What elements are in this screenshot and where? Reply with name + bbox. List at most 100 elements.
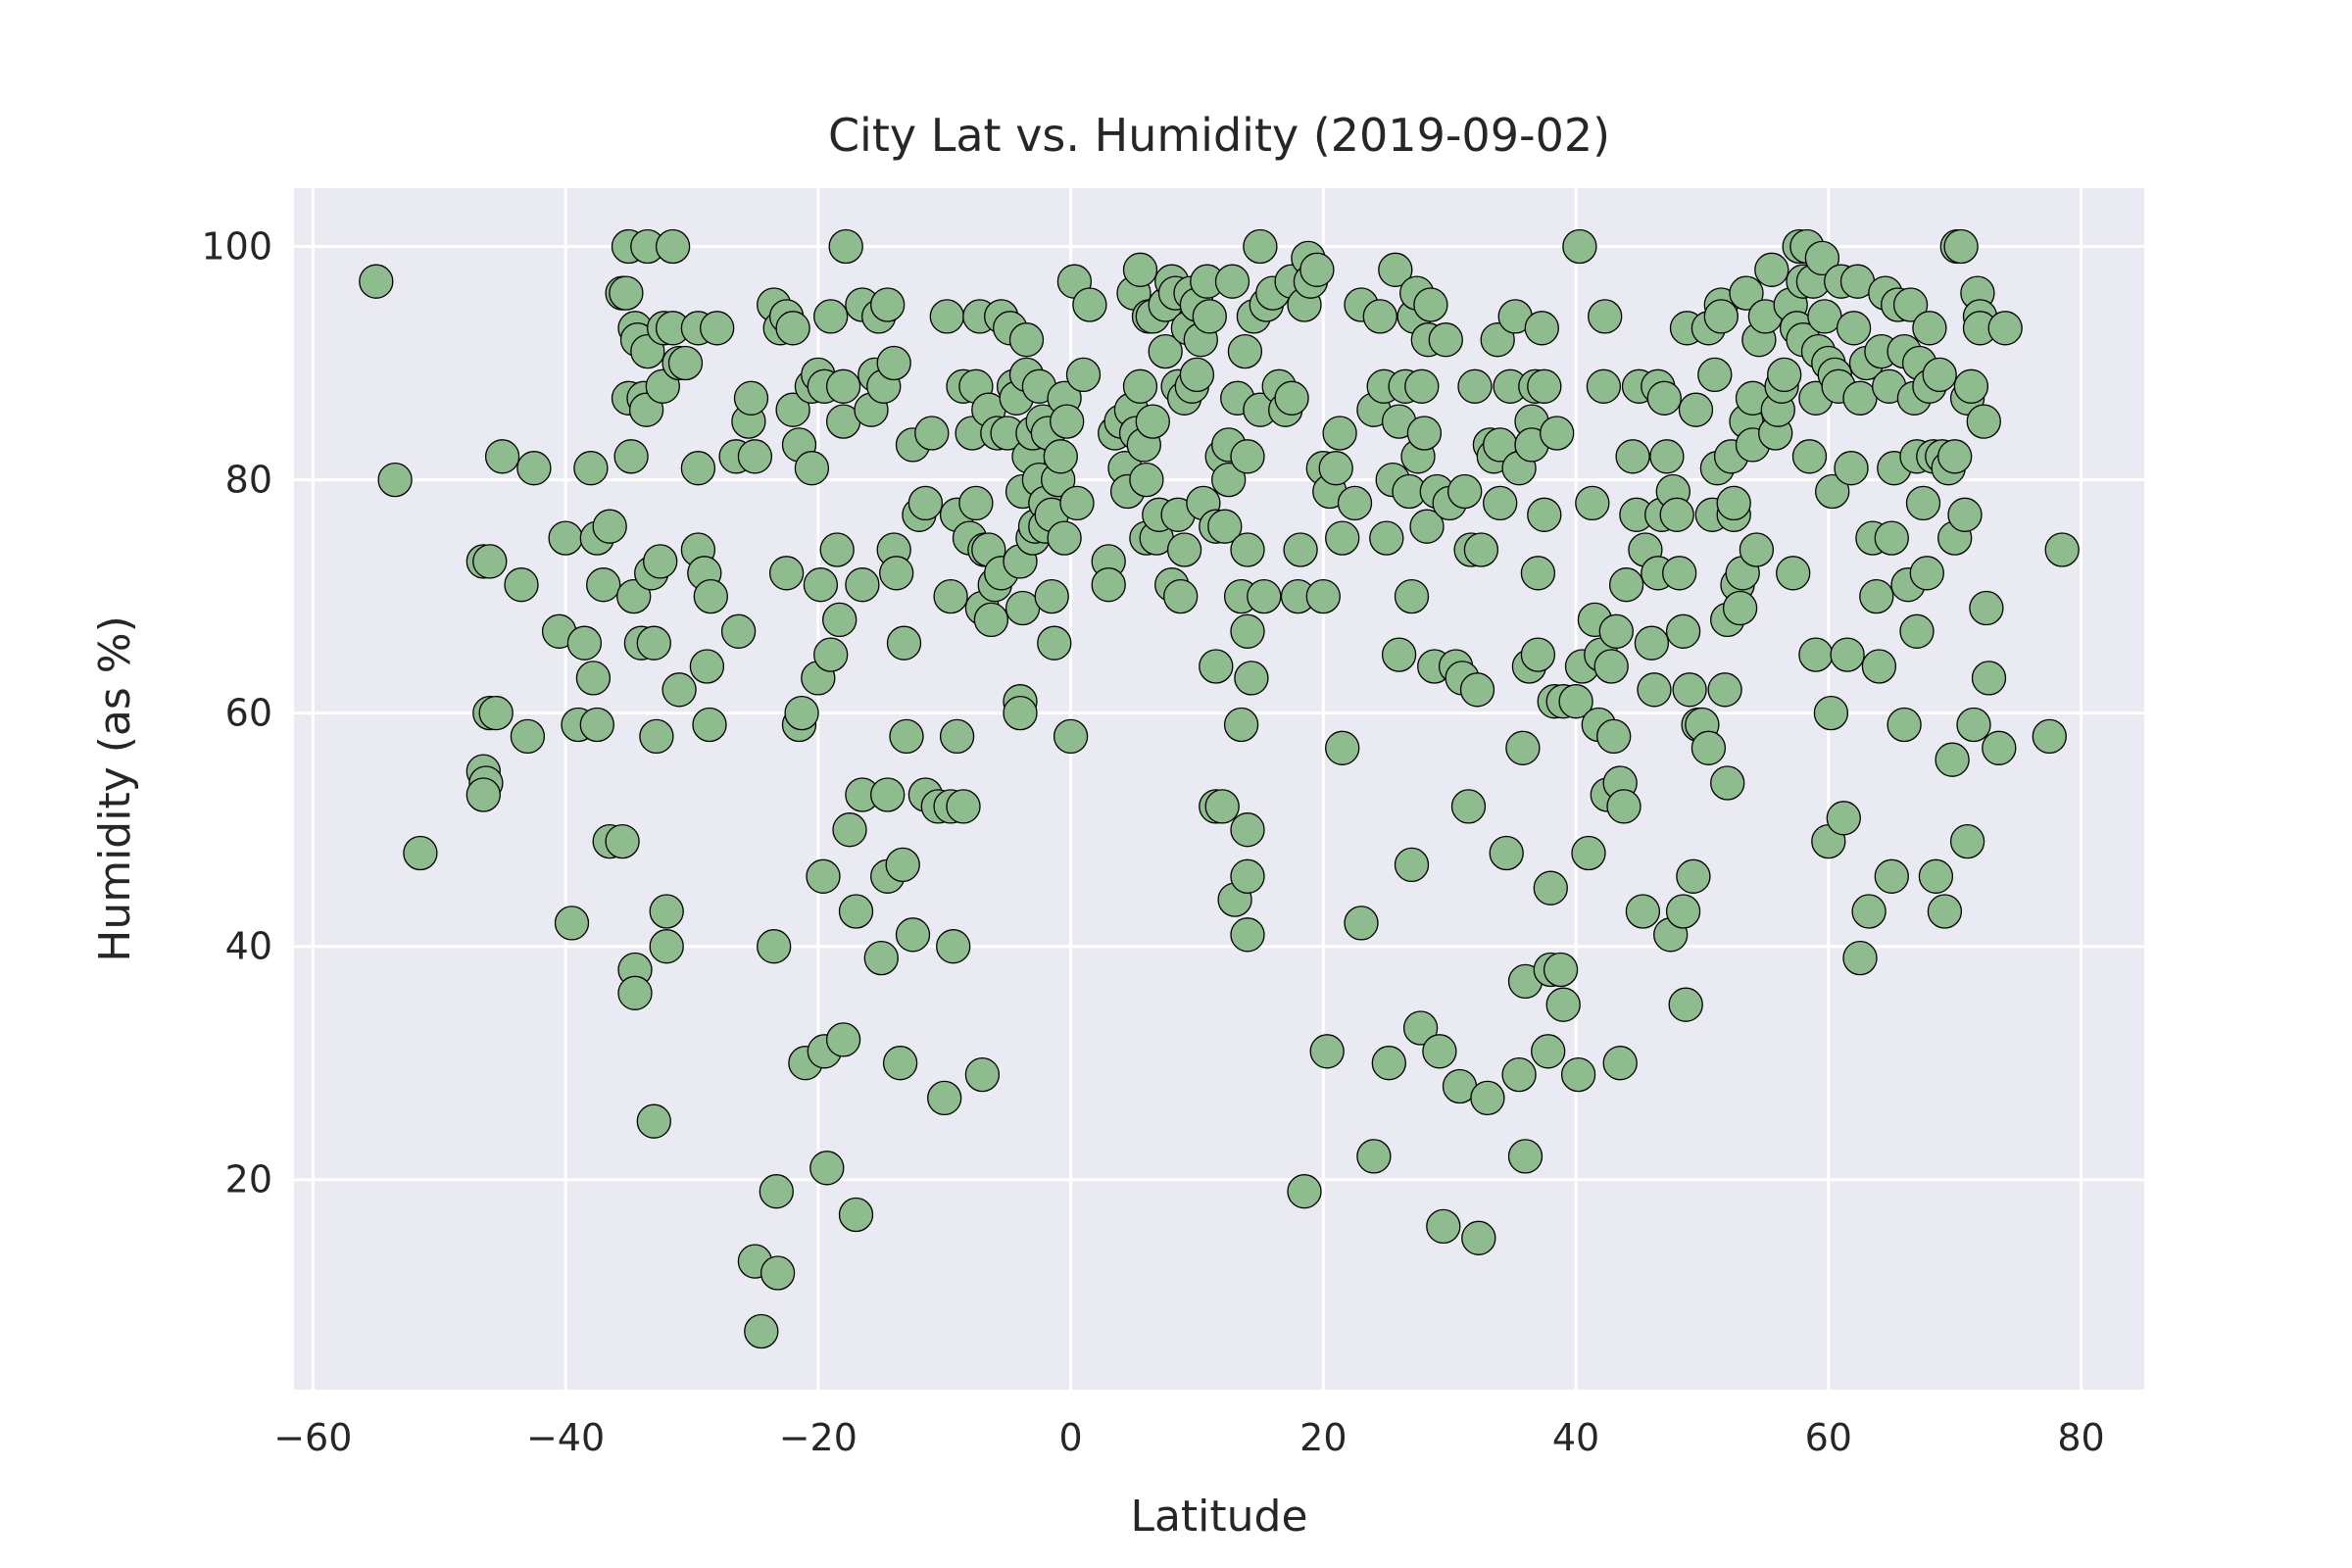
data-points bbox=[359, 228, 2080, 1349]
data-point bbox=[1943, 228, 1979, 265]
data-point bbox=[1807, 299, 1842, 334]
data-point bbox=[609, 275, 644, 311]
data-point bbox=[2044, 532, 2080, 567]
data-point bbox=[1489, 835, 1524, 871]
data-point bbox=[1447, 473, 1483, 510]
data-point bbox=[1371, 1046, 1406, 1081]
data-point bbox=[592, 509, 627, 544]
data-point bbox=[1598, 613, 1634, 649]
data-point bbox=[1483, 485, 1518, 521]
data-point bbox=[1971, 661, 2007, 696]
data-point bbox=[806, 858, 841, 894]
data-point bbox=[1199, 649, 1234, 684]
data-point bbox=[1325, 730, 1360, 765]
data-point bbox=[1283, 532, 1318, 567]
data-point bbox=[1230, 532, 1265, 567]
data-point bbox=[1533, 870, 1568, 906]
data-point bbox=[1404, 368, 1440, 404]
data-point bbox=[1649, 439, 1685, 474]
data-point bbox=[1668, 987, 1703, 1022]
data-point bbox=[1905, 485, 1941, 521]
data-point bbox=[1037, 625, 1072, 661]
data-point bbox=[1703, 299, 1739, 334]
data-point bbox=[813, 299, 849, 334]
data-point bbox=[554, 906, 590, 941]
data-point bbox=[973, 602, 1009, 638]
data-point bbox=[1922, 357, 1957, 393]
data-point bbox=[649, 929, 684, 964]
data-point bbox=[1381, 637, 1417, 672]
data-point bbox=[737, 439, 773, 474]
data-point bbox=[1615, 439, 1650, 474]
data-point bbox=[889, 718, 924, 755]
data-point bbox=[1457, 368, 1493, 404]
x-tick-label: 80 bbox=[2057, 1416, 2104, 1459]
data-point bbox=[809, 1151, 845, 1186]
data-point bbox=[655, 228, 691, 265]
data-point bbox=[1531, 1034, 1566, 1069]
data-point bbox=[472, 544, 508, 579]
data-point bbox=[1378, 252, 1413, 287]
data-point bbox=[1606, 789, 1642, 824]
data-point bbox=[939, 718, 975, 755]
data-point bbox=[1337, 485, 1373, 521]
data-point bbox=[733, 380, 769, 416]
data-point bbox=[964, 1056, 1001, 1093]
data-point bbox=[1722, 590, 1758, 626]
data-point bbox=[1947, 497, 1983, 532]
data-point bbox=[1935, 742, 1970, 777]
data-point bbox=[1166, 532, 1202, 567]
data-point bbox=[1402, 1010, 1439, 1046]
data-point bbox=[478, 695, 514, 731]
data-point bbox=[1912, 311, 1947, 346]
data-point bbox=[1004, 590, 1041, 626]
data-point bbox=[1344, 906, 1379, 941]
data-point bbox=[1480, 322, 1515, 358]
data-point bbox=[1230, 917, 1265, 953]
data-point bbox=[1527, 368, 1562, 404]
data-point bbox=[1524, 311, 1559, 346]
data-point bbox=[484, 439, 520, 474]
data-point bbox=[1065, 357, 1102, 393]
data-point bbox=[680, 451, 716, 486]
data-point bbox=[1309, 1034, 1345, 1069]
data-point bbox=[1886, 707, 1922, 743]
data-point bbox=[946, 789, 981, 824]
data-point bbox=[794, 451, 830, 486]
data-point bbox=[936, 929, 971, 964]
data-point bbox=[1966, 404, 2001, 439]
data-point bbox=[760, 1255, 796, 1291]
data-point bbox=[573, 451, 609, 486]
data-point bbox=[1874, 520, 1909, 556]
data-point bbox=[643, 544, 678, 579]
data-point bbox=[1830, 637, 1865, 672]
data-point bbox=[1325, 520, 1360, 556]
data-point bbox=[1207, 509, 1243, 544]
data-point bbox=[1571, 835, 1606, 871]
data-point bbox=[2032, 718, 2067, 755]
data-point bbox=[1362, 299, 1397, 334]
data-point bbox=[1450, 789, 1487, 824]
data-point bbox=[1406, 416, 1443, 451]
data-point bbox=[667, 345, 704, 381]
data-point bbox=[692, 707, 727, 743]
data-point bbox=[1091, 567, 1126, 603]
chart-title: City Lat vs. Humidity (2019-09-02) bbox=[828, 109, 1610, 162]
x-tick-label: 0 bbox=[1058, 1416, 1082, 1459]
data-point bbox=[1874, 858, 1909, 894]
data-point bbox=[1927, 894, 1963, 929]
data-point bbox=[1287, 1174, 1322, 1209]
y-tick-label: 100 bbox=[201, 225, 272, 269]
data-point bbox=[1470, 1080, 1505, 1116]
data-point bbox=[1676, 858, 1711, 894]
data-point bbox=[1892, 287, 1929, 322]
data-point bbox=[1369, 520, 1404, 556]
data-point bbox=[1672, 672, 1707, 708]
data-point bbox=[1588, 299, 1623, 334]
y-tick-label: 40 bbox=[225, 925, 272, 968]
data-point bbox=[1129, 462, 1164, 498]
data-point bbox=[1122, 368, 1158, 404]
data-point bbox=[1507, 1139, 1544, 1174]
data-point bbox=[1122, 252, 1158, 287]
data-point bbox=[914, 416, 950, 451]
